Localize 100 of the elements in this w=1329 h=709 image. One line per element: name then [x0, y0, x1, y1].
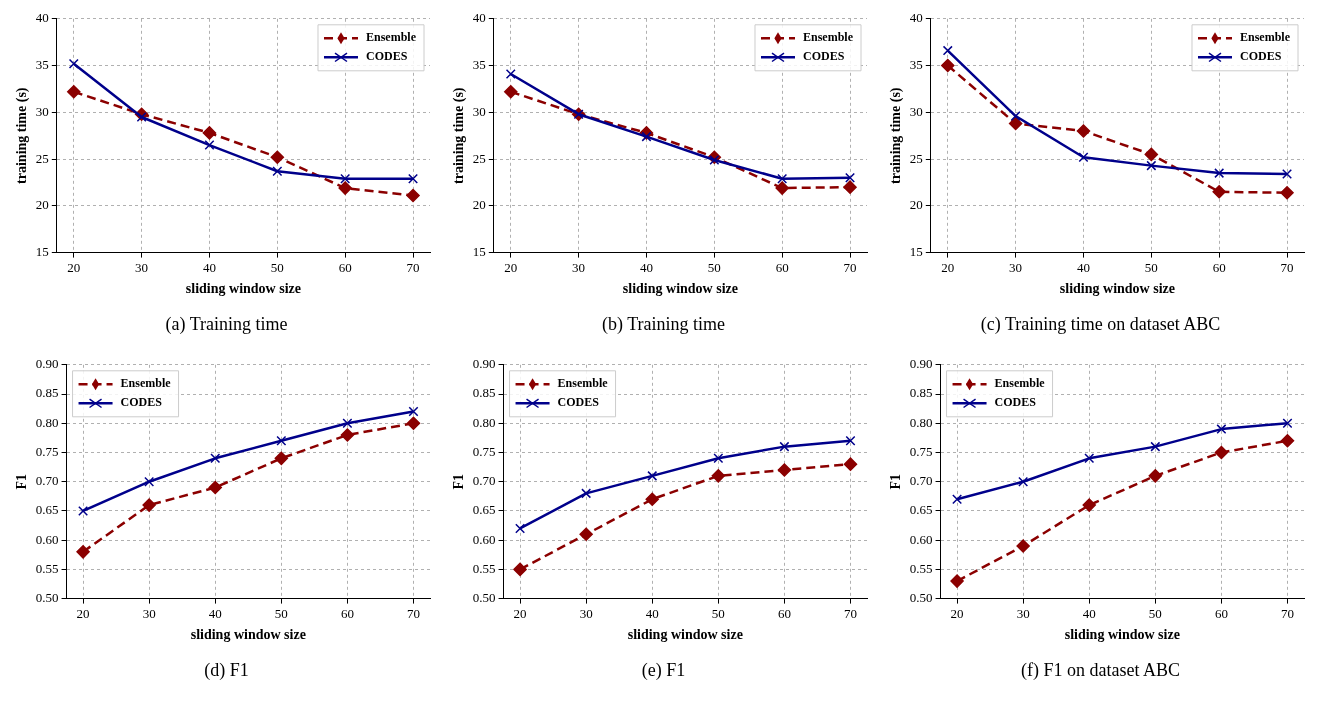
x-tick-label: 50 — [270, 259, 284, 275]
y-tick-label: 0.80 — [472, 414, 496, 430]
x-tick-label: 60 — [1212, 259, 1226, 275]
point — [777, 463, 791, 477]
point — [844, 172, 855, 183]
text: (f) F1 on dataset ABC — [1021, 660, 1180, 681]
x-axis-title: sliding window size — [627, 627, 743, 643]
y-tick-label: 0.75 — [35, 443, 59, 459]
legend-label: Ensemble — [120, 376, 171, 391]
point — [1076, 124, 1090, 138]
x-tick-label: 30 — [579, 605, 593, 621]
point — [951, 494, 962, 505]
x-tick-label: 50 — [711, 605, 725, 621]
y-axis-title: F1 — [450, 473, 466, 490]
point — [644, 492, 659, 506]
y-axis-title: F1 — [13, 473, 29, 490]
legend-label: Ensemble — [365, 30, 417, 45]
x-tick-label: 40 — [1082, 605, 1096, 621]
y-tick-label: 0.90 — [35, 356, 59, 372]
y-tick-label: 20 — [909, 197, 923, 213]
point — [843, 457, 857, 471]
point — [774, 181, 789, 195]
x-tick-label: 20 — [940, 259, 954, 275]
point — [1213, 168, 1224, 179]
point — [270, 150, 284, 164]
x-tick-label: 30 — [142, 605, 156, 621]
x-tick-label: 40 — [1076, 259, 1090, 275]
point — [1280, 434, 1294, 448]
x-tick-label: 70 — [406, 259, 420, 275]
point — [1081, 498, 1096, 512]
y-tick-label: 0.75 — [909, 443, 933, 459]
legend-label: CODES — [1239, 49, 1282, 64]
y-tick-label: 30 — [909, 103, 923, 119]
legend-label: CODES — [120, 395, 162, 410]
point — [1281, 418, 1292, 429]
y-tick-label: 40 — [472, 10, 486, 26]
point — [1215, 424, 1226, 435]
x-tick-label: 50 — [707, 259, 721, 275]
point — [274, 451, 288, 466]
x-axis-title: sliding window size — [622, 281, 738, 297]
legend-label: CODES — [365, 49, 408, 64]
y-tick-label: 0.60 — [909, 531, 933, 547]
point — [141, 498, 156, 512]
point — [203, 140, 214, 151]
text: (a) Training time — [165, 314, 288, 335]
y-tick-label: 0.50 — [909, 590, 933, 606]
y-tick-label: 0.85 — [35, 385, 59, 401]
point — [1017, 476, 1028, 487]
x-tick-label: 60 — [775, 259, 789, 275]
y-tick-label: 20 — [35, 197, 49, 213]
x-tick-label: 30 — [1008, 259, 1022, 275]
point — [136, 112, 147, 122]
y-axis-title: training time (s) — [887, 87, 904, 184]
y-tick-label: 0.65 — [35, 502, 59, 518]
y-tick-label: 25 — [35, 150, 49, 166]
point — [275, 435, 286, 446]
y-tick-label: 15 — [909, 244, 923, 260]
y-tick-label: 0.70 — [909, 473, 933, 489]
point — [1211, 185, 1226, 199]
x-tick-label: 70 — [1280, 605, 1294, 621]
x-tick-label: 60 — [1214, 605, 1228, 621]
point — [505, 68, 516, 79]
legend-label: CODES — [802, 49, 845, 64]
x-tick-label: 60 — [777, 605, 791, 621]
point — [949, 574, 964, 588]
x-tick-label: 40 — [645, 605, 659, 621]
y-tick-label: 0.80 — [35, 414, 59, 430]
x-tick-label: 50 — [1144, 259, 1158, 275]
point — [207, 480, 222, 495]
x-tick-label: 40 — [208, 605, 222, 621]
x-axis-title: sliding window size — [185, 281, 301, 297]
point — [1083, 453, 1094, 464]
point — [1144, 147, 1158, 162]
point — [712, 453, 723, 464]
y-tick-label: 0.80 — [909, 414, 933, 430]
y-tick-label: 40 — [35, 10, 49, 26]
y-axis-title: training time (s) — [13, 87, 30, 184]
y-tick-label: 15 — [35, 244, 49, 260]
point — [646, 470, 657, 481]
y-tick-label: 0.60 — [472, 531, 496, 547]
y-tick-label: 0.55 — [909, 560, 933, 576]
x-tick-label: 20 — [66, 259, 80, 275]
point — [405, 188, 420, 203]
y-axis-title: F1 — [887, 473, 903, 490]
point — [842, 180, 857, 194]
legend-label: CODES — [557, 395, 599, 410]
y-tick-label: 35 — [472, 56, 486, 72]
x-tick-label: 20 — [513, 605, 527, 621]
point — [778, 441, 789, 452]
y-tick-label: 40 — [909, 10, 923, 26]
y-tick-label: 0.90 — [909, 356, 933, 372]
y-tick-label: 15 — [472, 244, 486, 260]
x-tick-label: 40 — [639, 259, 653, 275]
x-tick-label: 60 — [340, 605, 354, 621]
x-axis-title: sliding window size — [1064, 627, 1180, 643]
legend-label: Ensemble — [1239, 30, 1291, 45]
y-tick-label: 0.70 — [472, 473, 496, 489]
point — [407, 173, 418, 184]
point — [77, 505, 88, 516]
x-tick-label: 30 — [571, 259, 585, 275]
